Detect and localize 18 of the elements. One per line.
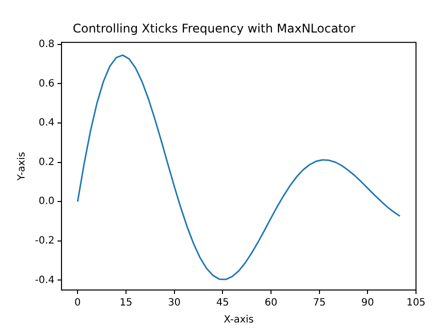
y-tick-label: 0.0: [38, 196, 55, 208]
y-tick-label: 0.8: [38, 38, 55, 50]
x-tick-label: 105: [406, 298, 426, 309]
x-tick-label: 90: [361, 298, 374, 309]
x-tick-label: 45: [216, 298, 230, 309]
x-tick-label: 30: [168, 298, 181, 309]
y-tick-label: 0.4: [38, 118, 55, 129]
x-tick-label: 60: [264, 298, 278, 309]
y-tick-label: 0.6: [38, 78, 55, 90]
y-tick-label: -0.2: [34, 235, 55, 246]
y-tick-label: -0.4: [34, 274, 55, 286]
x-axis-title: X-axis: [224, 314, 254, 326]
chart-title: Controlling Xticks Frequency with MaxNLocator: [72, 21, 356, 36]
x-tick-label: 15: [120, 298, 132, 309]
x-tick-label: 75: [312, 298, 326, 309]
x-tick-label: 0: [74, 298, 81, 309]
y-axis-title: Y-axis: [16, 152, 28, 182]
y-tick-label: 0.2: [38, 156, 55, 168]
